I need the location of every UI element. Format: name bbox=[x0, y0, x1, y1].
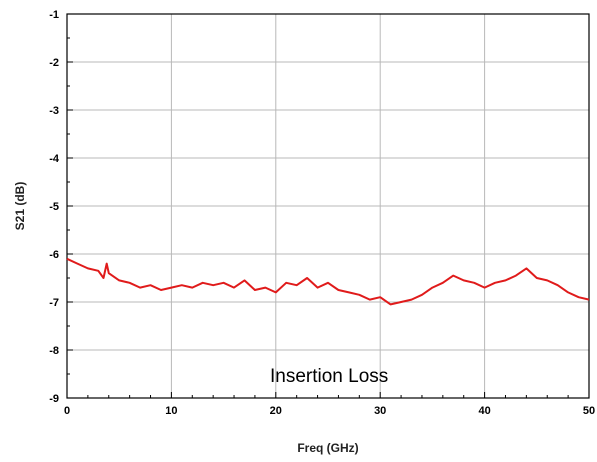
y-axis-title: S21 (dB) bbox=[13, 182, 27, 231]
y-tick-label: -3 bbox=[49, 105, 59, 117]
y-tick-label: -4 bbox=[49, 153, 60, 165]
x-axis-title: Freq (GHz) bbox=[297, 441, 358, 455]
x-tick-labels: 0 10 20 30 40 50 bbox=[64, 405, 595, 417]
x-tick-label: 40 bbox=[478, 405, 490, 417]
axis-ticks bbox=[66, 13, 590, 399]
y-tick-label: -6 bbox=[49, 249, 59, 261]
x-tick-label: 50 bbox=[583, 405, 595, 417]
x-tick-label: 30 bbox=[374, 405, 386, 417]
s21-series-line bbox=[66, 257, 590, 306]
grid-lines bbox=[67, 14, 589, 398]
y-tick-labels: -1 -2 -3 -4 -5 -6 -7 -8 -9 bbox=[49, 9, 60, 405]
y-tick-label: -9 bbox=[49, 393, 59, 405]
y-tick-label: -5 bbox=[49, 201, 59, 213]
x-tick-label: 20 bbox=[270, 405, 282, 417]
annotation-insertion-loss: Insertion Loss bbox=[270, 366, 388, 387]
y-tick-label: -2 bbox=[49, 57, 59, 69]
x-tick-label: 0 bbox=[64, 405, 70, 417]
y-tick-label: -8 bbox=[49, 345, 59, 357]
y-tick-label: -1 bbox=[49, 9, 59, 21]
y-tick-label: -7 bbox=[49, 297, 59, 309]
x-tick-label: 10 bbox=[165, 405, 177, 417]
